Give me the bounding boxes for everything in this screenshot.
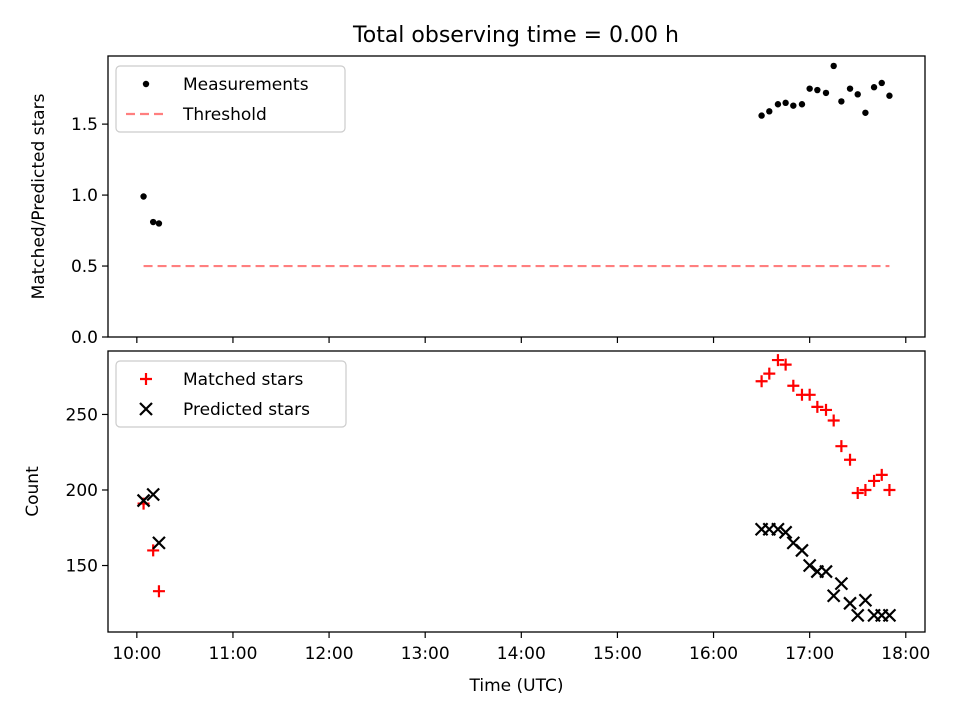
legend-frame	[115, 360, 347, 428]
data-point	[819, 564, 833, 579]
data-point	[870, 84, 878, 91]
data-point	[854, 91, 861, 98]
axes-frame	[107, 55, 926, 338]
data-point	[140, 193, 147, 200]
y-tick-label: 1.5	[71, 115, 98, 135]
data-point	[147, 544, 160, 557]
data-point	[850, 608, 865, 623]
data-point	[843, 596, 857, 611]
y-tick-label: 1.0	[71, 186, 98, 206]
data-point	[149, 218, 157, 226]
x-tick-label: 16:00	[689, 644, 738, 664]
x-tick-label: 11:00	[208, 644, 257, 664]
x-tick-label: 12:00	[305, 644, 354, 664]
data-point	[771, 354, 784, 367]
legend-marker	[142, 80, 150, 88]
data-point	[859, 483, 872, 496]
data-point	[830, 62, 837, 70]
y-axis-label: Matched/Predicted stars	[29, 93, 49, 299]
x-tick-label: 14:00	[497, 644, 546, 664]
y-tick-label: 250	[66, 405, 98, 425]
data-point	[822, 89, 830, 97]
data-point	[878, 79, 885, 87]
data-point	[155, 220, 163, 227]
panel-counts: 150 200 250 10:00 11:00 12:00 13:00 14:00 15:00 1…	[23, 350, 930, 696]
x-tick-label: 17:00	[785, 644, 834, 664]
data-point	[862, 109, 869, 116]
x-tick-label: 18:00	[881, 644, 930, 664]
panel-ratio: 0.0 0.5 1.0 1.5 Matched/Predicted stars Measu…	[29, 55, 926, 348]
data-point	[835, 440, 848, 453]
data-point	[774, 101, 782, 108]
legend-label: Matched stars	[183, 370, 303, 390]
data-point	[883, 483, 896, 496]
y-tick-label: 0.0	[71, 328, 98, 348]
data-point	[882, 608, 897, 623]
series-predicted-stars	[136, 487, 897, 623]
data-point	[763, 367, 776, 380]
data-point	[779, 358, 792, 371]
series-matched-stars	[137, 354, 896, 598]
data-point	[152, 536, 166, 550]
data-point	[886, 92, 893, 99]
data-point	[827, 414, 840, 427]
data-point	[803, 388, 816, 401]
x-tick-label: 13:00	[401, 644, 450, 664]
axes-frame	[107, 350, 926, 633]
data-point	[755, 375, 768, 388]
legend-marker	[139, 402, 153, 416]
data-point	[875, 468, 888, 481]
legend-label: Measurements	[183, 75, 309, 95]
data-point	[846, 85, 854, 92]
legend-label: Predicted stars	[183, 400, 310, 420]
data-point	[868, 474, 881, 487]
legend-frame	[115, 65, 346, 133]
legend: Measurements Threshold	[115, 65, 346, 133]
y-tick-label: 0.5	[71, 257, 98, 277]
chart-title: Total observing time = 0.00 h	[352, 23, 679, 48]
data-point	[146, 487, 160, 502]
data-point	[814, 86, 821, 94]
y-tick-label: 150	[66, 557, 98, 577]
data-point	[802, 558, 817, 573]
data-point	[771, 522, 785, 537]
legend: Matched stars Predicted stars	[115, 360, 347, 428]
data-point	[844, 453, 857, 466]
data-point	[782, 99, 789, 107]
x-tick-label: 10:00	[112, 644, 161, 664]
x-tick-label: 15:00	[593, 644, 642, 664]
data-point	[858, 593, 873, 608]
series-measurements	[140, 62, 893, 227]
data-point	[826, 588, 841, 603]
data-point	[766, 108, 773, 115]
data-point	[152, 585, 165, 598]
data-point	[798, 101, 806, 108]
data-point	[806, 85, 813, 92]
data-point	[795, 543, 809, 558]
x-axis-label: Time (UTC)	[469, 676, 564, 696]
data-point	[136, 493, 151, 508]
data-point	[811, 400, 824, 413]
legend-label: Threshold	[182, 105, 267, 125]
data-point	[790, 102, 797, 109]
y-tick-label: 200	[66, 481, 98, 501]
data-point	[787, 379, 800, 392]
data-point	[838, 98, 845, 105]
legend-marker	[140, 373, 152, 385]
y-axis-label: Count	[23, 466, 43, 517]
data-point	[758, 112, 765, 119]
data-point	[778, 525, 793, 540]
data-point	[834, 576, 849, 591]
data-point	[819, 403, 832, 416]
data-point	[851, 487, 864, 500]
